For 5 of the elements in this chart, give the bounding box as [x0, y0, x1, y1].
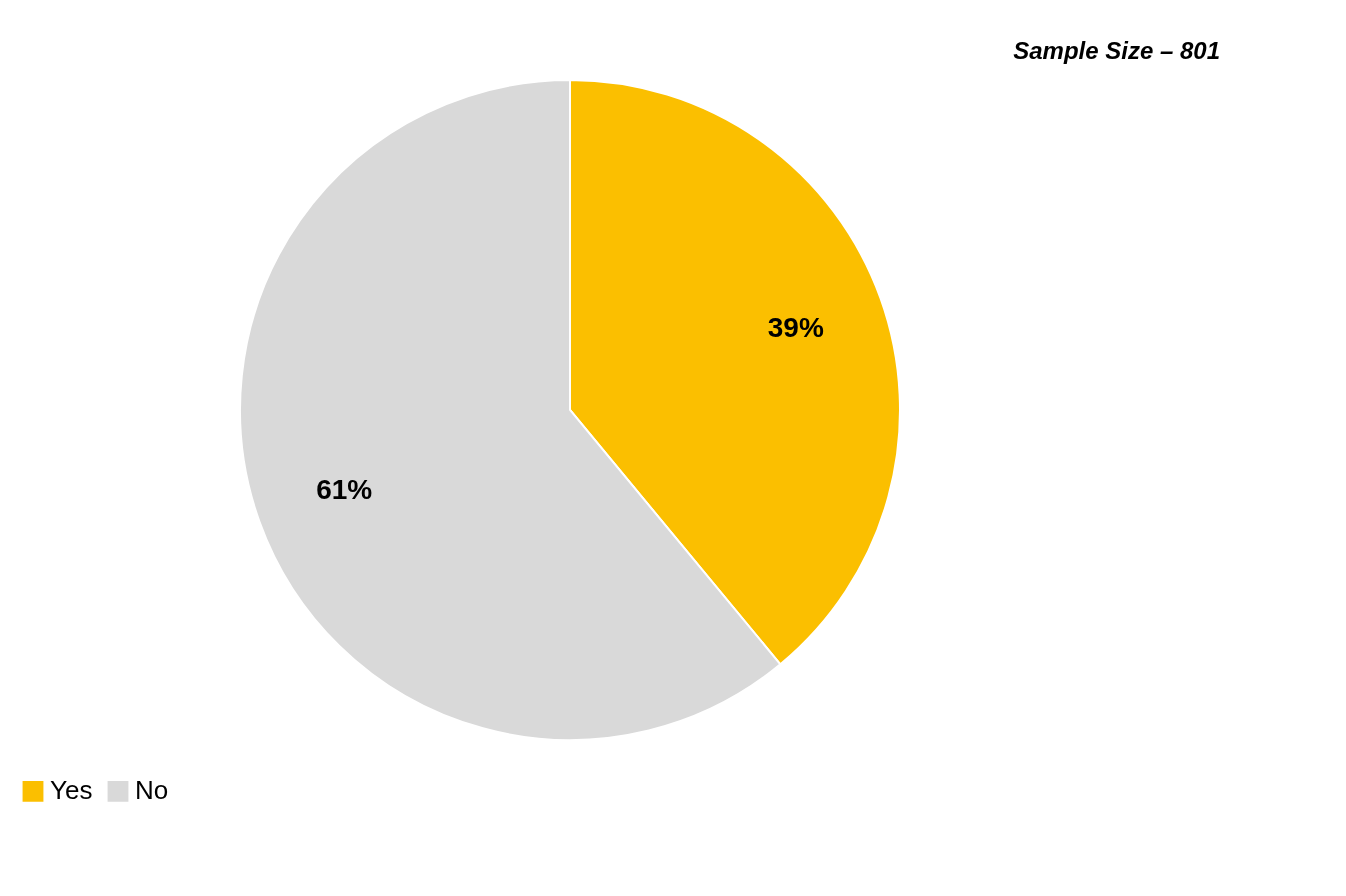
data-label: 39% [767, 311, 824, 343]
text: Sample Size – 801 [1013, 37, 1220, 64]
legend-label: No [135, 775, 169, 806]
data-label: 61% [316, 474, 373, 506]
legend-label: Yes [50, 775, 93, 806]
